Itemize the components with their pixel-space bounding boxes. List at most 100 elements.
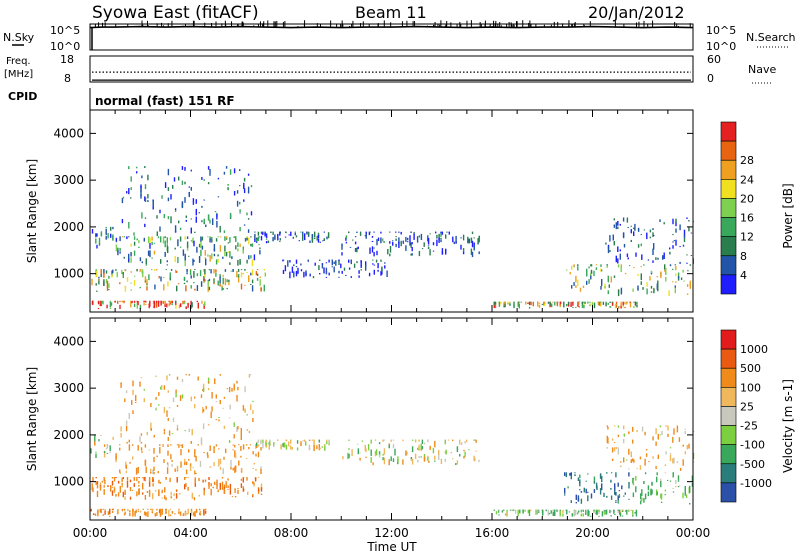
velocity-cell bbox=[131, 489, 134, 491]
velocity-cell bbox=[236, 380, 238, 384]
velocity-cell bbox=[136, 477, 138, 482]
power-cell bbox=[100, 304, 102, 306]
velocity-cell bbox=[390, 439, 392, 442]
power-cell bbox=[620, 291, 623, 293]
velocity-cell bbox=[132, 389, 134, 396]
power-cell bbox=[254, 238, 256, 243]
velocity-cell bbox=[512, 509, 515, 511]
power-cell bbox=[272, 231, 274, 235]
power-cell bbox=[190, 187, 192, 191]
power-cell bbox=[242, 273, 244, 275]
velocity-cell bbox=[202, 389, 204, 391]
velocity-cell bbox=[252, 468, 254, 469]
velocity-cell bbox=[227, 478, 229, 481]
velocity-cell bbox=[215, 444, 218, 447]
power-cell bbox=[162, 236, 165, 244]
power-cell bbox=[204, 257, 206, 259]
velocity-cell bbox=[394, 448, 396, 456]
power-cell bbox=[325, 262, 328, 264]
power-cell bbox=[232, 269, 234, 272]
power-cell bbox=[187, 302, 189, 308]
power-cell bbox=[227, 187, 229, 191]
power-cell bbox=[381, 266, 383, 272]
colorbar-box bbox=[720, 348, 737, 369]
power-cell bbox=[160, 236, 162, 243]
velocity-cell bbox=[382, 457, 384, 461]
power-cell bbox=[352, 239, 354, 241]
power-cell bbox=[194, 288, 196, 291]
y-tick-label: 3000 bbox=[53, 381, 84, 395]
velocity-cell bbox=[677, 486, 680, 488]
velocity-cell bbox=[159, 481, 162, 484]
velocity-cell bbox=[313, 439, 315, 445]
velocity-cell bbox=[142, 482, 144, 490]
velocity-cell bbox=[202, 479, 204, 483]
velocity-cell bbox=[660, 493, 663, 500]
velocity-cell bbox=[623, 495, 625, 497]
power-cell bbox=[259, 276, 261, 278]
power-cell bbox=[653, 243, 655, 250]
velocity-cell bbox=[212, 486, 214, 489]
power-cell bbox=[207, 166, 210, 170]
power-cell bbox=[413, 232, 415, 234]
velocity-cell bbox=[661, 430, 663, 435]
velocity-cell bbox=[382, 439, 384, 442]
velocity-cell bbox=[121, 485, 123, 487]
colorbar-tick-label: 8 bbox=[740, 250, 747, 263]
power-cell bbox=[117, 251, 119, 256]
velocity-cell bbox=[689, 503, 691, 505]
power-cell bbox=[179, 246, 182, 248]
power-cell bbox=[244, 284, 246, 286]
power-cell bbox=[440, 237, 442, 240]
velocity-cell bbox=[176, 444, 179, 446]
power-cell bbox=[211, 237, 213, 243]
power-cell bbox=[151, 257, 153, 259]
power-colorbar-label: Power [dB] bbox=[781, 183, 795, 248]
velocity-cell bbox=[614, 492, 616, 495]
velocity-cell bbox=[184, 484, 186, 490]
velocity-cell bbox=[175, 490, 178, 492]
velocity-cell bbox=[657, 454, 659, 459]
velocity-cell bbox=[180, 461, 182, 468]
velocity-cell bbox=[227, 488, 229, 490]
power-cell bbox=[319, 273, 321, 275]
velocity-cell bbox=[633, 459, 635, 463]
power-cell bbox=[147, 174, 149, 181]
velocity-cell bbox=[615, 447, 617, 449]
velocity-cell bbox=[593, 489, 596, 493]
power-cell bbox=[277, 233, 279, 241]
velocity-cell bbox=[211, 406, 213, 412]
velocity-cell bbox=[296, 440, 299, 444]
velocity-cell bbox=[639, 465, 642, 470]
velocity-cell bbox=[641, 426, 644, 432]
power-cell bbox=[384, 266, 386, 269]
velocity-cell bbox=[676, 461, 679, 463]
power-cell bbox=[225, 166, 228, 169]
velocity-cell bbox=[112, 508, 114, 510]
velocity-cell bbox=[564, 472, 566, 477]
power-cell bbox=[136, 171, 138, 174]
power-cell bbox=[121, 219, 124, 224]
velocity-cell bbox=[198, 494, 200, 497]
velocity-cell bbox=[628, 498, 630, 500]
velocity-cell bbox=[249, 444, 252, 446]
cpid-label: CPID bbox=[8, 90, 37, 103]
power-cell bbox=[590, 275, 592, 280]
velocity-cell bbox=[378, 442, 381, 445]
velocity-cell bbox=[163, 459, 165, 463]
colorbar-box bbox=[720, 274, 737, 295]
velocity-cell bbox=[135, 402, 137, 403]
power-cell bbox=[122, 272, 124, 278]
velocity-cell bbox=[590, 493, 593, 499]
power-cell bbox=[182, 300, 184, 305]
velocity-cell bbox=[664, 464, 667, 467]
power-cell bbox=[613, 224, 615, 228]
velocity-cell bbox=[103, 485, 105, 488]
power-cell bbox=[398, 241, 400, 248]
velocity-cell bbox=[230, 459, 232, 467]
velocity-cell bbox=[257, 477, 260, 478]
velocity-cell bbox=[150, 468, 152, 474]
power-cell bbox=[147, 236, 150, 244]
velocity-cell bbox=[244, 408, 246, 413]
power-cell bbox=[605, 242, 607, 245]
